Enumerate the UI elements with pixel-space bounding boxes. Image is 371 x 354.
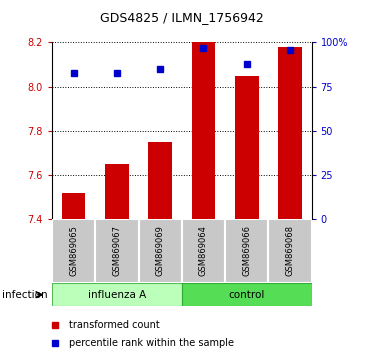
Text: influenza A: influenza A <box>88 290 146 300</box>
Text: GSM869065: GSM869065 <box>69 225 78 275</box>
Text: GSM869064: GSM869064 <box>199 225 208 275</box>
Bar <box>95 219 138 283</box>
Bar <box>268 219 312 283</box>
Bar <box>52 219 95 283</box>
Bar <box>138 219 182 283</box>
Text: GSM869069: GSM869069 <box>156 225 165 275</box>
Bar <box>62 193 85 219</box>
Text: GSM869068: GSM869068 <box>286 224 295 275</box>
Bar <box>105 164 129 219</box>
Bar <box>191 42 215 219</box>
Bar <box>225 219 268 283</box>
Text: percentile rank within the sample: percentile rank within the sample <box>69 338 234 348</box>
Text: control: control <box>229 290 265 300</box>
Bar <box>148 142 172 219</box>
Bar <box>235 76 259 219</box>
Bar <box>52 283 182 306</box>
Text: GDS4825 / ILMN_1756942: GDS4825 / ILMN_1756942 <box>100 11 264 24</box>
Text: transformed count: transformed count <box>69 320 159 330</box>
Bar <box>182 219 225 283</box>
Text: GSM869066: GSM869066 <box>242 224 251 275</box>
Text: GSM869067: GSM869067 <box>112 224 121 275</box>
Bar <box>278 47 302 219</box>
Bar <box>182 283 312 306</box>
Text: infection: infection <box>2 290 47 300</box>
